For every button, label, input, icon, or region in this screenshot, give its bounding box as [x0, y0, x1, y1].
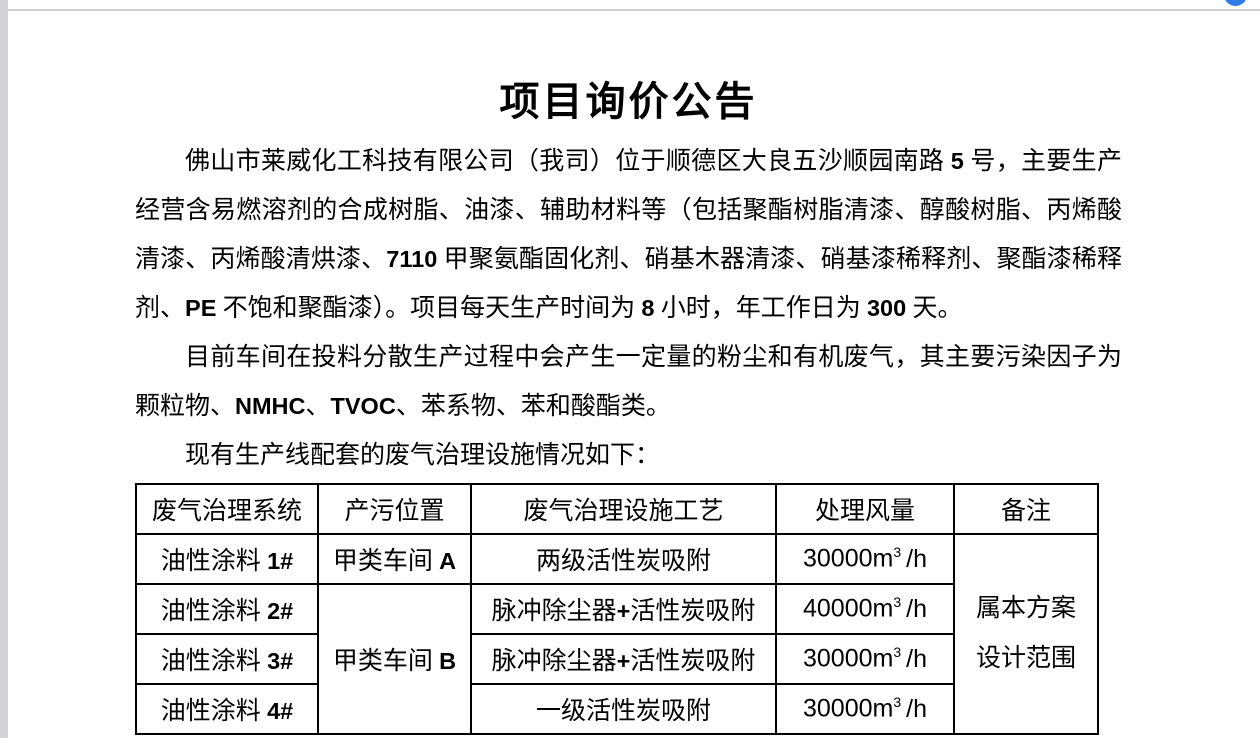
table-row: 油性涂料 3# 脉冲除尘器+活性炭吸附 30000m3/h [135, 633, 1098, 685]
header-system: 废气治理系统 [135, 483, 319, 535]
header-airflow: 处理风量 [775, 483, 955, 535]
document-page: 项目询价公告 佛山市莱威化工科技有限公司（我司）位于顺德区大良五沙顺园南路 5 … [135, 11, 1122, 735]
cell-system: 油性涂料 2# [135, 583, 319, 635]
header-pollution-location: 产污位置 [317, 483, 472, 535]
cell-system: 油性涂料 4# [135, 683, 319, 735]
paragraph-table-lead-in: 现有生产线配套的废气治理设施情况如下： [185, 442, 661, 469]
paragraph-pollutants: 目前车间在投料分散生产过程中会产生一定量的粉尘和有机废气，其主要污染因子为颗粒物… [135, 344, 1122, 420]
cell-process: 一级活性炭吸附 [470, 683, 777, 735]
header-treatment-process: 废气治理设施工艺 [470, 483, 777, 535]
remark-line-2: 设计范围 [975, 645, 1076, 672]
remark-line-1: 属本方案 [975, 595, 1076, 622]
table-header-row: 废气治理系统 产污位置 废气治理设施工艺 处理风量 备注 [135, 483, 1099, 535]
cell-airflow: 30000m3/h [775, 633, 955, 685]
cell-process: 脉冲除尘器+活性炭吸附 [470, 583, 777, 635]
cell-airflow: 30000m3/h [775, 683, 955, 735]
header-remark: 备注 [953, 483, 1099, 535]
page-top-border [8, 9, 1260, 11]
cell-location-merged: 甲类车间 B [317, 583, 472, 735]
floating-scroll-button[interactable] [1224, 0, 1247, 6]
cell-remark-merged: 属本方案 设计范围 [953, 533, 1099, 735]
cell-airflow: 30000m3/h [775, 533, 955, 585]
cell-system: 油性涂料 1# [135, 533, 319, 585]
cell-process: 两级活性炭吸附 [470, 533, 777, 585]
cell-process: 脉冲除尘器+活性炭吸附 [470, 633, 777, 685]
cell-airflow: 40000m3/h [775, 583, 955, 635]
waste-gas-treatment-table: 废气治理系统 产污位置 废气治理设施工艺 处理风量 备注 油性涂料 1# 甲类车… [135, 483, 1099, 735]
viewer-left-gutter [0, 0, 8, 738]
table-row: 油性涂料 4# 一级活性炭吸附 30000m3/h [135, 683, 1098, 735]
document-body: 佛山市莱威化工科技有限公司（我司）位于顺德区大良五沙顺园南路 5 号，主要生产经… [135, 137, 1122, 480]
paragraph-company-intro: 佛山市莱威化工科技有限公司（我司）位于顺德区大良五沙顺园南路 5 号，主要生产经… [135, 148, 1122, 322]
table-row: 油性涂料 2# 甲类车间 B 脉冲除尘器+活性炭吸附 40000m3/h [135, 583, 1098, 735]
document-title: 项目询价公告 [499, 79, 758, 124]
cell-system: 油性涂料 3# [135, 633, 319, 685]
table-row: 油性涂料 1# 甲类车间 A 两级活性炭吸附 30000m3/h 属本方案 设计… [135, 533, 1099, 735]
cell-location: 甲类车间 A [317, 533, 472, 585]
